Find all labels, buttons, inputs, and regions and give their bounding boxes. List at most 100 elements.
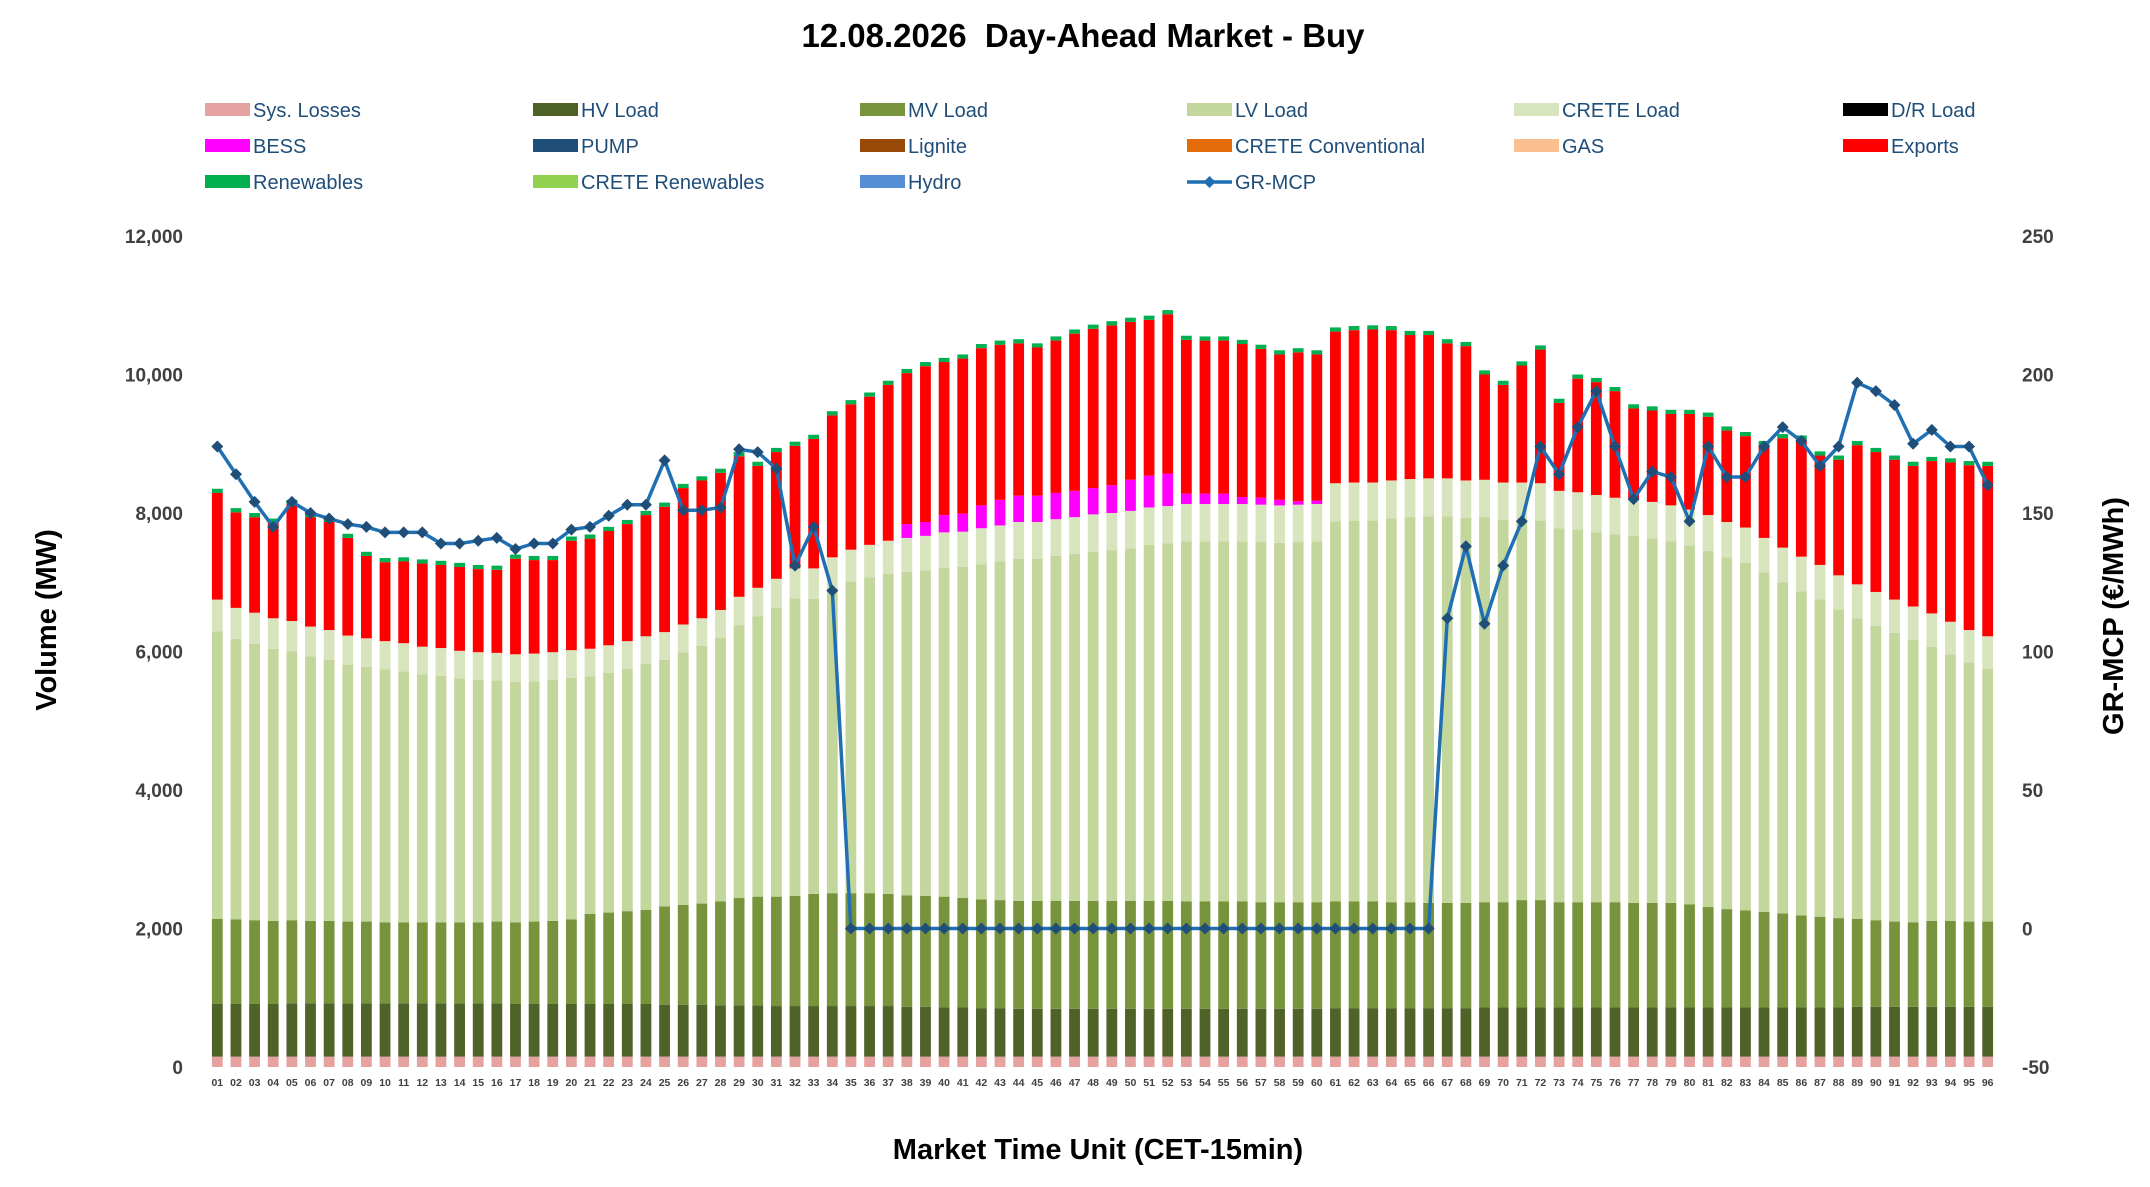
x-tick-label: 89 bbox=[1851, 1077, 1863, 1089]
bar-mv-load-49 bbox=[1106, 900, 1118, 1009]
gr-mcp-point-85 bbox=[1776, 421, 1789, 434]
bar-mv-load-79 bbox=[1665, 902, 1677, 1008]
bar-sys-losses-53 bbox=[1180, 1056, 1192, 1067]
bar-sys-losses-91 bbox=[1889, 1056, 1900, 1067]
bar-sys-losses-28 bbox=[715, 1056, 726, 1067]
bar-exports-72 bbox=[1535, 349, 1546, 484]
bar-sys-losses-05 bbox=[286, 1056, 298, 1067]
bar-exports-26 bbox=[677, 488, 689, 625]
bar-renewables-60 bbox=[1311, 350, 1323, 355]
bar-bess-54 bbox=[1199, 493, 1211, 504]
bar-lv-load-26 bbox=[677, 652, 689, 905]
x-tick-label: 60 bbox=[1311, 1077, 1323, 1089]
bar-exports-92 bbox=[1907, 465, 1919, 607]
bar-mv-load-07 bbox=[323, 920, 335, 1004]
bar-lv-load-61 bbox=[1330, 521, 1341, 902]
bar-crete-load-69 bbox=[1479, 479, 1490, 518]
bar-mv-load-40 bbox=[938, 896, 950, 1008]
bar-hv-load-19 bbox=[547, 1003, 559, 1057]
bar-hv-load-40 bbox=[938, 1007, 950, 1057]
bar-renewables-74 bbox=[1572, 374, 1584, 379]
bar-hv-load-81 bbox=[1702, 1007, 1714, 1057]
bar-mv-load-31 bbox=[770, 896, 782, 1007]
bar-hv-load-36 bbox=[864, 1006, 875, 1057]
legend-label-bess: BESS bbox=[253, 136, 306, 158]
bar-exports-81 bbox=[1702, 416, 1714, 516]
bar-renewables-33 bbox=[808, 434, 820, 439]
bar-renewables-90 bbox=[1870, 447, 1882, 453]
legend-swatch-crete-renewables bbox=[533, 175, 578, 188]
bar-sys-losses-26 bbox=[677, 1056, 689, 1067]
bar-crete-load-02 bbox=[230, 607, 242, 640]
bar-lv-load-76 bbox=[1609, 534, 1621, 903]
bar-renewables-41 bbox=[957, 354, 969, 359]
x-tick-label: 96 bbox=[1982, 1077, 1994, 1089]
legend-label-hydro: Hydro bbox=[908, 172, 961, 194]
bar-sys-losses-85 bbox=[1777, 1056, 1789, 1067]
bar-exports-28 bbox=[715, 472, 726, 610]
bar-mv-load-03 bbox=[249, 920, 260, 1004]
x-tick-label: 76 bbox=[1609, 1077, 1621, 1089]
bar-exports-95 bbox=[1963, 465, 1975, 631]
bar-renewables-03 bbox=[249, 513, 260, 518]
bar-crete-load-05 bbox=[286, 621, 298, 652]
bar-hv-load-41 bbox=[957, 1007, 969, 1057]
gr-mcp-point-59 bbox=[1292, 922, 1305, 935]
bar-sys-losses-69 bbox=[1479, 1056, 1490, 1067]
bar-sys-losses-50 bbox=[1125, 1056, 1136, 1067]
bar-crete-load-91 bbox=[1889, 599, 1900, 633]
bar-hv-load-59 bbox=[1292, 1008, 1304, 1057]
bar-crete-load-40 bbox=[938, 532, 950, 568]
bar-mv-load-52 bbox=[1162, 900, 1174, 1009]
bar-lv-load-45 bbox=[1031, 558, 1043, 901]
bar-hv-load-90 bbox=[1870, 1006, 1882, 1057]
x-tick-label: 07 bbox=[323, 1077, 335, 1089]
x-tick-label: 70 bbox=[1497, 1077, 1509, 1089]
gr-mcp-point-61 bbox=[1329, 922, 1342, 935]
bar-crete-load-46 bbox=[1050, 519, 1062, 556]
bar-crete-load-38 bbox=[901, 537, 913, 572]
bar-crete-load-13 bbox=[435, 648, 447, 676]
bar-lv-load-40 bbox=[938, 567, 950, 897]
gr-mcp-point-95 bbox=[1963, 440, 1975, 453]
bar-mv-load-26 bbox=[677, 904, 689, 1005]
bar-crete-load-18 bbox=[528, 653, 540, 682]
legend-label-mv-load: MV Load bbox=[908, 100, 988, 122]
bar-lv-load-25 bbox=[659, 659, 670, 907]
bar-exports-33 bbox=[808, 438, 820, 569]
x-tick-label: 31 bbox=[771, 1077, 783, 1089]
bar-renewables-24 bbox=[640, 510, 652, 516]
bar-mv-load-83 bbox=[1740, 910, 1751, 1008]
bar-lv-load-03 bbox=[249, 643, 260, 921]
bar-hv-load-73 bbox=[1553, 1007, 1565, 1057]
bar-renewables-57 bbox=[1255, 344, 1267, 349]
bar-lv-load-57 bbox=[1255, 542, 1267, 903]
chart-axes: 02,0004,0006,0008,00010,00012,000-500501… bbox=[125, 227, 2054, 1089]
bar-lv-load-63 bbox=[1367, 520, 1379, 902]
x-tick-label: 57 bbox=[1255, 1077, 1267, 1089]
bar-renewables-14 bbox=[454, 562, 465, 568]
bar-hv-load-13 bbox=[435, 1003, 447, 1057]
bar-hv-load-28 bbox=[715, 1005, 726, 1057]
bar-bess-45 bbox=[1031, 495, 1043, 523]
y2-tick-label: -50 bbox=[2022, 1058, 2049, 1079]
bar-mv-load-56 bbox=[1236, 901, 1248, 1009]
bar-hv-load-87 bbox=[1814, 1007, 1826, 1057]
bar-lv-load-71 bbox=[1516, 519, 1528, 901]
bar-exports-09 bbox=[360, 555, 372, 639]
bar-hv-load-68 bbox=[1460, 1008, 1472, 1057]
bar-mv-load-48 bbox=[1087, 900, 1099, 1009]
bar-renewables-43 bbox=[994, 340, 1006, 345]
x-tick-label: 59 bbox=[1292, 1077, 1304, 1089]
x-tick-label: 15 bbox=[472, 1077, 484, 1089]
bar-hv-load-21 bbox=[584, 1003, 596, 1057]
bar-mv-load-08 bbox=[342, 921, 354, 1004]
bar-crete-load-92 bbox=[1907, 606, 1919, 640]
x-tick-label: 21 bbox=[584, 1077, 596, 1089]
x-tick-label: 53 bbox=[1181, 1077, 1193, 1089]
bar-lv-load-02 bbox=[230, 639, 242, 920]
bar-renewables-79 bbox=[1665, 409, 1677, 414]
gr-mcp-point-90 bbox=[1869, 385, 1882, 398]
bar-renewables-42 bbox=[975, 344, 987, 349]
bar-renewables-63 bbox=[1367, 325, 1379, 330]
